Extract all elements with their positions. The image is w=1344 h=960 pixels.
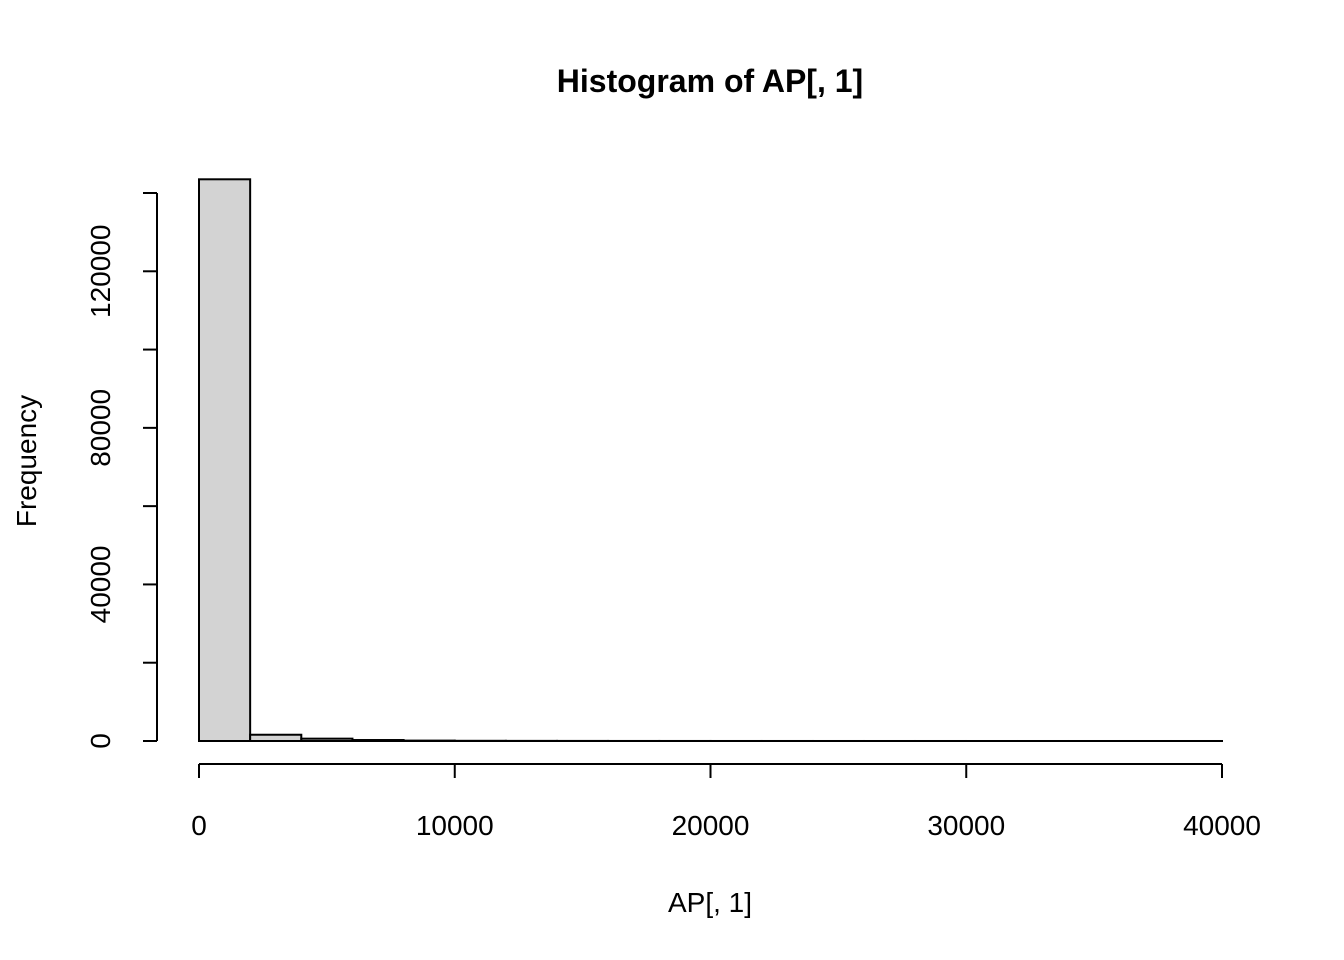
- histogram-bar-0: [198, 178, 252, 743]
- x-tick-label-0: 0: [191, 810, 207, 841]
- y-tick-label-1: 40000: [85, 545, 116, 623]
- y-axis-label: Frequency: [11, 395, 42, 527]
- y-tick-label-0: 0: [85, 733, 116, 749]
- x-tick-label-3: 30000: [927, 810, 1005, 841]
- chart-title: Histogram of AP[, 1]: [557, 63, 863, 99]
- histogram-bars: [198, 178, 1223, 743]
- y-tick-label-3: 120000: [85, 225, 116, 318]
- x-tick-label-1: 10000: [416, 810, 494, 841]
- y-tick-label-2: 80000: [85, 389, 116, 467]
- x-axis: 0 10000 20000 30000 40000: [191, 763, 1261, 841]
- y-axis: 0 40000 80000 120000: [85, 192, 158, 749]
- x-axis-label: AP[, 1]: [668, 887, 752, 918]
- x-tick-label-2: 20000: [672, 810, 750, 841]
- x-tick-label-4: 40000: [1183, 810, 1261, 841]
